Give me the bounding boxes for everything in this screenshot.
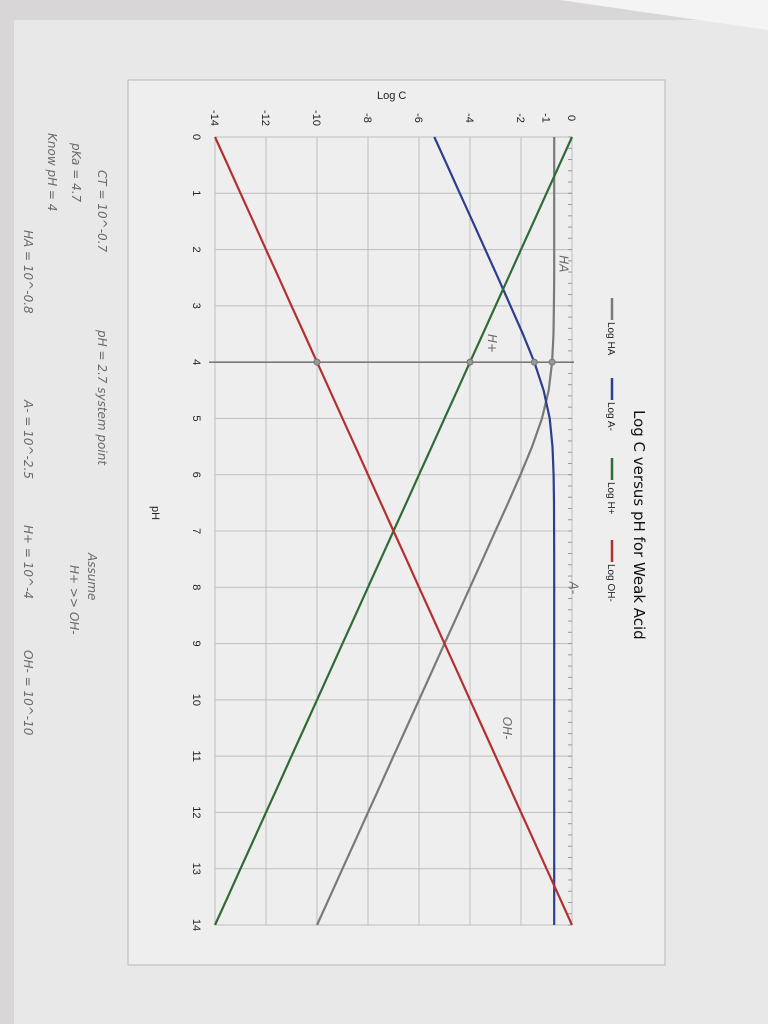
y-tick-label: -4 <box>463 113 475 123</box>
legend-label: Log HA <box>605 322 616 356</box>
handwritten-notes: CT = 10^-0.7 pKa = 4.7 Know pH = 4 pH = … <box>21 133 109 736</box>
series-line-log-oh- <box>213 136 574 926</box>
y-tick-label: -14 <box>208 110 220 126</box>
note-oh: OH- = 10^-10 <box>21 650 35 736</box>
x-tick-label: 3 <box>190 303 202 309</box>
x-tick-label: 6 <box>190 472 202 478</box>
legend-label: Log OH- <box>605 564 616 602</box>
note-ct: CT = 10^-0.7 <box>95 170 109 252</box>
y-tick-label: -6 <box>412 113 424 123</box>
series-line-log-a- <box>433 136 556 925</box>
x-tick-label: 14 <box>190 919 202 931</box>
x-tick-label: 0 <box>190 134 202 140</box>
legend: Log HA Log A- Log H+ Log OH- <box>605 298 616 602</box>
note-system-point: pH = 2.7 system point <box>95 329 109 466</box>
x-tick-label: 2 <box>190 247 202 253</box>
paper-corner <box>560 0 768 30</box>
annotation: A- <box>566 581 580 595</box>
y-tick-label: -8 <box>361 113 373 123</box>
y-tick-label: -10 <box>310 110 322 126</box>
note-pka: pKa = 4.7 <box>69 142 83 203</box>
series-line-log-ha <box>315 137 556 926</box>
note-a: A- = 10^-2.5 <box>21 399 35 479</box>
annotations: HA H+ A- OH- <box>485 255 581 739</box>
marker-point <box>548 358 556 366</box>
x-tick-label: 8 <box>190 584 202 590</box>
legend-label: Log A- <box>605 402 616 431</box>
note-h: H+ = 10^-4 <box>21 525 35 599</box>
marker-point <box>313 358 321 366</box>
y-tick-label: -2 <box>514 113 526 123</box>
note-assume-detail: H+ >> OH- <box>67 565 81 635</box>
x-tick-label: 13 <box>190 863 202 875</box>
marker-point <box>530 358 538 366</box>
x-tick-label: 11 <box>190 750 202 761</box>
x-tick-label: 4 <box>190 359 202 365</box>
x-tick-label: 9 <box>190 641 202 647</box>
annotation: HA <box>556 255 570 272</box>
note-ha: HA = 10^-0.8 <box>21 230 35 314</box>
chart-title: Log C versus pH for Weak Acid <box>630 410 648 640</box>
y-tick-label: -12 <box>259 110 271 126</box>
y-axis-label: Log C <box>377 90 406 102</box>
chart-marks <box>209 136 574 926</box>
x-tick-label: 12 <box>190 806 202 818</box>
grid <box>214 136 573 926</box>
note-assume: Assume <box>85 552 99 600</box>
x-tick-label: 7 <box>190 528 202 534</box>
annotation: H+ <box>485 334 499 353</box>
x-axis-label: pH <box>149 506 161 520</box>
note-know-ph: Know pH = 4 <box>45 133 59 211</box>
x-tick-label: 10 <box>190 694 202 706</box>
y-tick-label: 0 <box>565 115 577 121</box>
legend-label: Log H+ <box>605 482 616 515</box>
y-tick-label: -1 <box>540 113 552 123</box>
annotation: OH- <box>500 717 514 740</box>
x-tick-label: 5 <box>190 415 202 421</box>
marker-point <box>466 358 474 366</box>
x-tick-label: 1 <box>190 190 202 196</box>
